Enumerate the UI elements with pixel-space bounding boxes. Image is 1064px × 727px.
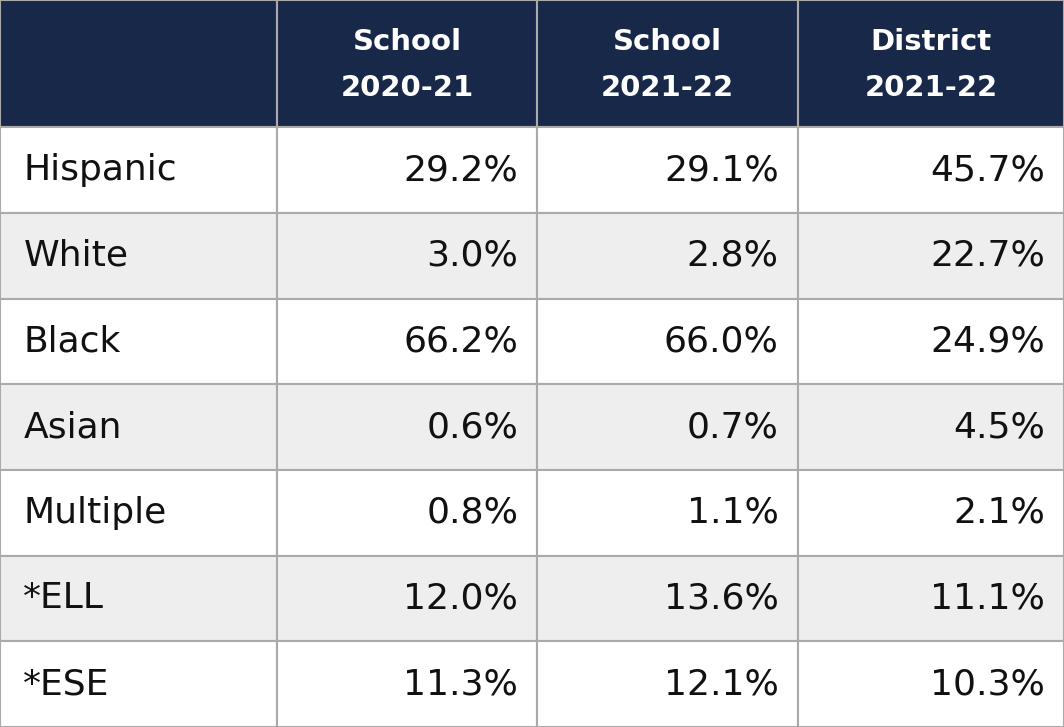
Text: 1.1%: 1.1% bbox=[687, 496, 779, 530]
Text: 2021-22: 2021-22 bbox=[864, 73, 998, 102]
Text: School: School bbox=[613, 28, 722, 56]
Bar bbox=[537, 299, 798, 385]
Text: 0.6%: 0.6% bbox=[427, 410, 518, 444]
Bar bbox=[537, 0, 798, 127]
Bar bbox=[277, 0, 537, 127]
Bar bbox=[537, 127, 798, 213]
Bar bbox=[0, 213, 277, 299]
Bar bbox=[277, 470, 537, 555]
Text: 45.7%: 45.7% bbox=[930, 153, 1045, 187]
Bar bbox=[798, 385, 1064, 470]
Text: 11.3%: 11.3% bbox=[403, 667, 518, 701]
Text: 12.0%: 12.0% bbox=[403, 582, 518, 616]
Bar bbox=[277, 299, 537, 385]
Text: 0.7%: 0.7% bbox=[687, 410, 779, 444]
Text: 22.7%: 22.7% bbox=[930, 238, 1045, 273]
Bar bbox=[537, 385, 798, 470]
Text: 29.2%: 29.2% bbox=[403, 153, 518, 187]
Text: *ESE: *ESE bbox=[23, 667, 110, 701]
Text: Black: Black bbox=[23, 324, 121, 358]
Bar bbox=[798, 299, 1064, 385]
Text: Hispanic: Hispanic bbox=[23, 153, 177, 187]
Bar bbox=[0, 641, 277, 727]
Bar bbox=[798, 555, 1064, 641]
Text: 66.0%: 66.0% bbox=[664, 324, 779, 358]
Bar bbox=[798, 0, 1064, 127]
Text: 0.8%: 0.8% bbox=[427, 496, 518, 530]
Bar bbox=[537, 213, 798, 299]
Bar bbox=[537, 641, 798, 727]
Text: 11.1%: 11.1% bbox=[930, 582, 1045, 616]
Text: 12.1%: 12.1% bbox=[664, 667, 779, 701]
Text: Asian: Asian bbox=[23, 410, 122, 444]
Text: School: School bbox=[352, 28, 462, 56]
Text: Multiple: Multiple bbox=[23, 496, 167, 530]
Bar bbox=[277, 385, 537, 470]
Text: 2.1%: 2.1% bbox=[953, 496, 1045, 530]
Text: 3.0%: 3.0% bbox=[427, 238, 518, 273]
Text: District: District bbox=[870, 28, 992, 56]
Text: White: White bbox=[23, 238, 129, 273]
Text: 10.3%: 10.3% bbox=[930, 667, 1045, 701]
Bar bbox=[0, 0, 277, 127]
Text: 2020-21: 2020-21 bbox=[340, 73, 473, 102]
Bar bbox=[277, 641, 537, 727]
Bar bbox=[798, 213, 1064, 299]
Bar bbox=[798, 127, 1064, 213]
Text: 4.5%: 4.5% bbox=[953, 410, 1045, 444]
Bar bbox=[0, 299, 277, 385]
Bar bbox=[0, 127, 277, 213]
Bar bbox=[0, 555, 277, 641]
Text: 66.2%: 66.2% bbox=[403, 324, 518, 358]
Text: 13.6%: 13.6% bbox=[664, 582, 779, 616]
Text: 24.9%: 24.9% bbox=[930, 324, 1045, 358]
Bar bbox=[277, 555, 537, 641]
Text: *ELL: *ELL bbox=[23, 582, 104, 616]
Bar bbox=[537, 470, 798, 555]
Bar bbox=[277, 127, 537, 213]
Bar bbox=[798, 641, 1064, 727]
Bar bbox=[0, 470, 277, 555]
Text: 2021-22: 2021-22 bbox=[601, 73, 734, 102]
Text: 2.8%: 2.8% bbox=[687, 238, 779, 273]
Bar bbox=[277, 213, 537, 299]
Bar bbox=[0, 385, 277, 470]
Bar bbox=[798, 470, 1064, 555]
Bar bbox=[537, 555, 798, 641]
Text: 29.1%: 29.1% bbox=[664, 153, 779, 187]
